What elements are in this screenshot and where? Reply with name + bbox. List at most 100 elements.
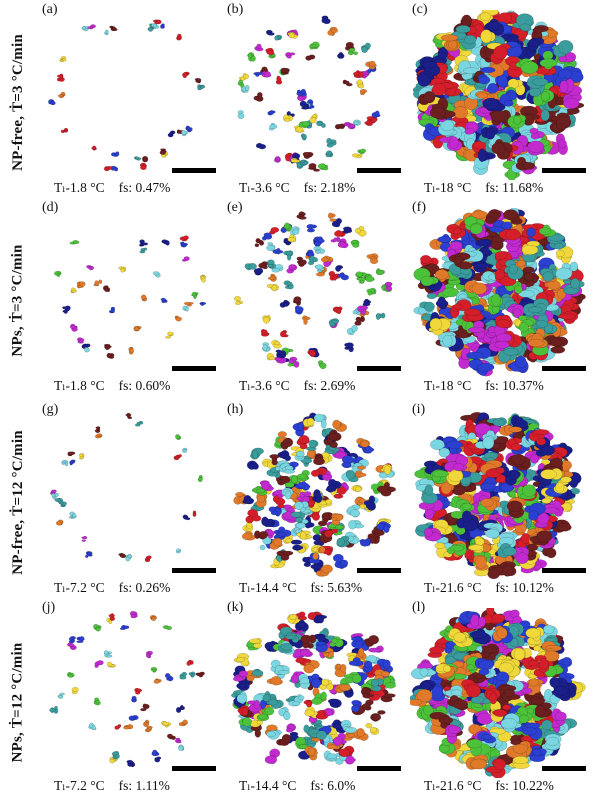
crystal-cluster: [413, 267, 439, 287]
crystal-cluster: [375, 312, 386, 320]
crystal-cluster: [161, 239, 170, 246]
crystal-cluster: [490, 43, 511, 65]
fraction-label: fs: 10.12%: [495, 580, 554, 595]
crystal-cluster: [77, 337, 85, 344]
crystal-cluster: [300, 634, 317, 649]
crystal-cluster: [464, 216, 485, 235]
crystal-cluster: [466, 738, 491, 757]
crystal-cluster: [444, 724, 461, 744]
crystal-cluster: [540, 468, 564, 480]
panel-caption: Tₗ-18 °C fs: 10.37%: [424, 378, 544, 394]
crystal-cluster: [357, 305, 368, 315]
crystal-cluster: [59, 56, 67, 63]
crystal-cluster: [487, 293, 503, 315]
crystal-cluster: [67, 451, 76, 457]
crystal-cluster: [269, 537, 283, 550]
crystal-cluster: [134, 687, 142, 695]
crystal-cluster: [352, 119, 361, 126]
crystal-cluster: [461, 34, 477, 50]
crystal-cluster: [174, 315, 182, 322]
scale-bar: [357, 568, 401, 573]
crystal-cluster: [296, 530, 313, 540]
crystal-cluster: [67, 642, 77, 651]
crystal-cluster: [360, 42, 371, 53]
crystal-cluster: [266, 697, 284, 709]
crystal-cluster: [474, 430, 498, 450]
row-label-4: NPs, Ṫ=12 °C/min: [9, 642, 26, 763]
simulation-image: [237, 15, 381, 172]
crystal-cluster: [194, 78, 202, 84]
crystal-cluster: [150, 667, 158, 673]
crystal-cluster: [266, 242, 276, 252]
crystal-cluster: [507, 114, 527, 129]
crystal-cluster: [440, 34, 461, 52]
panel-letter: (i): [412, 402, 426, 417]
crystal-cluster: [140, 703, 150, 712]
crystal-cluster: [288, 356, 300, 368]
crystal-cluster: [327, 212, 337, 222]
crystal-cluster: [259, 537, 272, 551]
crystal-cluster: [506, 303, 525, 319]
crystal-cluster: [54, 497, 64, 505]
crystal-cluster: [253, 71, 264, 77]
crystal-cluster: [470, 261, 488, 273]
crystal-cluster: [325, 478, 342, 493]
crystal-cluster: [516, 533, 532, 550]
crystal-cluster: [355, 647, 367, 661]
crystal-cluster: [430, 469, 449, 484]
fraction-label: fs: 6.0%: [310, 778, 356, 793]
crystal-cluster: [382, 675, 396, 689]
crystal-cluster: [491, 138, 513, 160]
crystal-cluster: [182, 447, 188, 453]
crystal-cluster: [306, 224, 318, 233]
crystal-cluster: [315, 641, 328, 653]
crystal-cluster: [307, 349, 316, 357]
crystal-cluster: [410, 667, 437, 680]
temperature-label: Tₗ-18 °C: [424, 378, 472, 393]
crystal-cluster: [453, 455, 468, 472]
crystal-cluster: [276, 733, 292, 746]
crystal-cluster: [477, 148, 496, 162]
crystal-cluster: [114, 724, 122, 730]
crystal-cluster: [336, 535, 350, 548]
fraction-label: fs: 0.26%: [118, 580, 171, 595]
crystal-cluster: [88, 722, 97, 731]
crystal-cluster: [249, 637, 263, 649]
crystal-cluster: [305, 439, 319, 451]
crystal-cluster: [308, 162, 321, 172]
crystal-cluster: [348, 519, 364, 530]
crystal-cluster: [281, 511, 299, 524]
panel-letter: (j): [42, 600, 56, 615]
crystal-cluster: [267, 273, 277, 282]
crystal-cluster: [492, 625, 508, 642]
crystal-cluster: [185, 125, 193, 133]
crystal-cluster: [186, 659, 194, 666]
panel-letter: (a): [42, 2, 58, 17]
crystal-cluster: [366, 287, 377, 296]
crystal-cluster: [305, 54, 316, 61]
crystal-cluster: [301, 315, 311, 325]
crystal-cluster: [544, 733, 562, 751]
fraction-label: fs: 11.68%: [485, 180, 544, 195]
fraction-label: fs: 0.47%: [118, 180, 171, 195]
crystal-cluster: [486, 417, 508, 427]
crystal-cluster: [192, 510, 197, 517]
crystal-cluster: [350, 635, 365, 650]
crystal-cluster: [300, 133, 307, 141]
crystal-cluster: [266, 352, 276, 361]
crystal-cluster: [265, 47, 275, 56]
crystal-cluster: [244, 263, 257, 271]
crystal-cluster: [334, 123, 346, 130]
crystal-cluster: [447, 543, 467, 556]
crystal-cluster: [522, 722, 543, 741]
crystal-cluster: [104, 29, 109, 36]
crystal-cluster: [362, 298, 372, 307]
temperature-label: Tₗ-1.8 °C: [54, 180, 105, 195]
crystal-cluster: [453, 96, 478, 119]
crystal-cluster: [238, 717, 252, 727]
crystal-cluster: [140, 294, 148, 302]
crystal-cluster: [342, 226, 353, 234]
crystal-cluster: [323, 528, 339, 538]
crystal-cluster: [199, 274, 206, 283]
crystal-cluster: [56, 519, 64, 526]
